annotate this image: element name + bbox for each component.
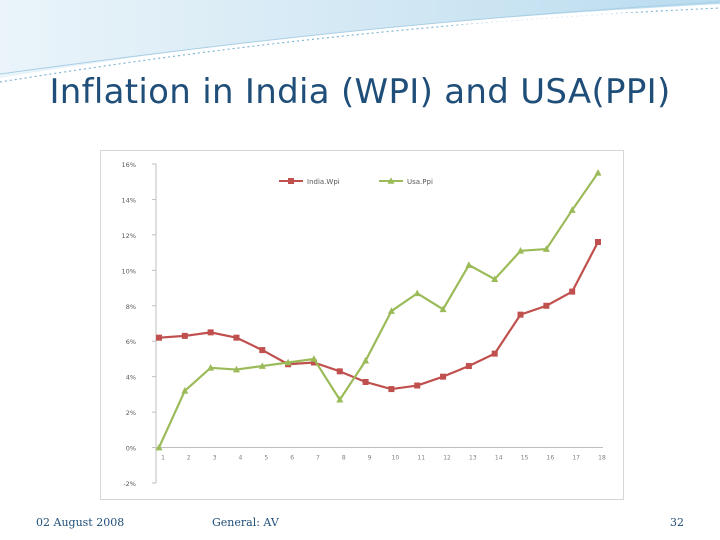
usa-ppi-point <box>439 305 447 313</box>
inflation-line-chart: -2%0%2%4%6%8%10%12%14%16%1 2 3 4 5 6 7 8 9 10 11 12… <box>122 161 606 488</box>
x-tick-label: 14 <box>495 455 503 462</box>
y-tick-label: 16% <box>122 161 136 169</box>
x-tick-label: 7 <box>316 455 320 462</box>
india-wpi-point <box>465 363 472 370</box>
india-wpi-point <box>440 373 447 380</box>
usa-ppi-point <box>284 358 292 366</box>
usa-ppi-point <box>310 355 318 362</box>
usa-ppi-point <box>517 247 525 254</box>
usa-ppi-point <box>362 356 370 364</box>
y-tick-label: -2% <box>123 480 136 488</box>
india-wpi-point <box>233 334 240 341</box>
india-wpi-point <box>336 368 343 375</box>
legend-marker-square <box>288 178 294 184</box>
footer-author: General: AV <box>212 516 279 529</box>
india-wpi-point <box>156 334 162 341</box>
x-tick-label: 12 <box>443 455 451 462</box>
x-tick-label: 8 <box>342 455 346 462</box>
india-wpi-point <box>491 350 498 357</box>
india-wpi-point <box>543 302 550 309</box>
india-wpi-point <box>259 347 266 354</box>
india-wpi-point <box>181 332 188 339</box>
usa-ppi-point <box>207 364 215 371</box>
y-tick-label: 14% <box>122 196 136 204</box>
india-wpi-point <box>207 329 214 336</box>
y-tick-label: 2% <box>126 409 136 417</box>
y-tick-label: 4% <box>126 374 136 382</box>
x-tick-label: 9 <box>368 455 372 462</box>
x-tick-label: 3 <box>213 455 217 462</box>
x-tick-label: 4 <box>239 455 243 462</box>
india-wpi-point <box>595 238 601 245</box>
y-tick-label: 0% <box>126 445 136 453</box>
usa-ppi-point <box>258 362 266 369</box>
footer-date: 02 August 2008 <box>36 516 125 529</box>
slide-title: Inflation in India (WPI) and USA(PPI) <box>49 72 671 112</box>
usa-ppi-point <box>232 365 240 373</box>
y-tick-label: 10% <box>122 267 136 275</box>
x-tick-label: 15 <box>521 455 529 462</box>
india-wpi-point <box>414 382 421 389</box>
chart-frame: -2% 0% 2% 4% 6% 8% 10% 12% 14% 16% 1 2 3 4 5 6 7 8 9 10 11 12… <box>100 150 624 500</box>
x-tick-label: 10 <box>392 455 400 462</box>
india-wpi-point <box>362 378 369 385</box>
usa-ppi-point <box>181 387 189 394</box>
usa-ppi-point <box>542 245 550 252</box>
usa-ppi-point <box>336 395 344 403</box>
series-line-usa-ppi <box>157 172 599 449</box>
x-tick-label: 17 <box>572 455 580 462</box>
header-wave-decoration <box>0 0 720 83</box>
y-tick-label: 12% <box>122 232 136 240</box>
x-tick-label: 5 <box>264 455 268 462</box>
usa-ppi-point <box>413 289 421 297</box>
usa-ppi-point <box>155 443 163 451</box>
india-wpi-point <box>569 288 576 295</box>
india-wpi-point <box>388 386 395 393</box>
usa-ppi-point <box>387 307 395 314</box>
legend-marker-triangle <box>387 177 395 184</box>
usa-ppi-point <box>568 206 576 213</box>
y-tick-label: 8% <box>126 303 136 311</box>
x-tick-label: 16 <box>547 455 555 462</box>
x-tick-label: 13 <box>469 455 477 462</box>
india-wpi-point <box>310 359 317 366</box>
x-tick-label: 11 <box>417 455 425 462</box>
india-wpi-point <box>517 311 524 318</box>
usa-ppi-point <box>465 261 473 268</box>
x-tick-label: 6 <box>290 455 294 462</box>
usa-ppi-point <box>594 169 602 176</box>
y-tick-label: 6% <box>126 338 136 346</box>
usa-ppi-point <box>491 275 499 282</box>
x-tick-label: 18 <box>598 455 606 462</box>
legend-entry-label: Usa.Ppi <box>407 178 433 186</box>
x-tick-label: 2 <box>187 455 191 462</box>
x-tick-label: 1 <box>161 455 165 462</box>
page-number: 32 <box>670 516 684 529</box>
series-line-india-wpi <box>158 241 599 391</box>
legend-entry-label: India.Wpi <box>307 178 340 186</box>
